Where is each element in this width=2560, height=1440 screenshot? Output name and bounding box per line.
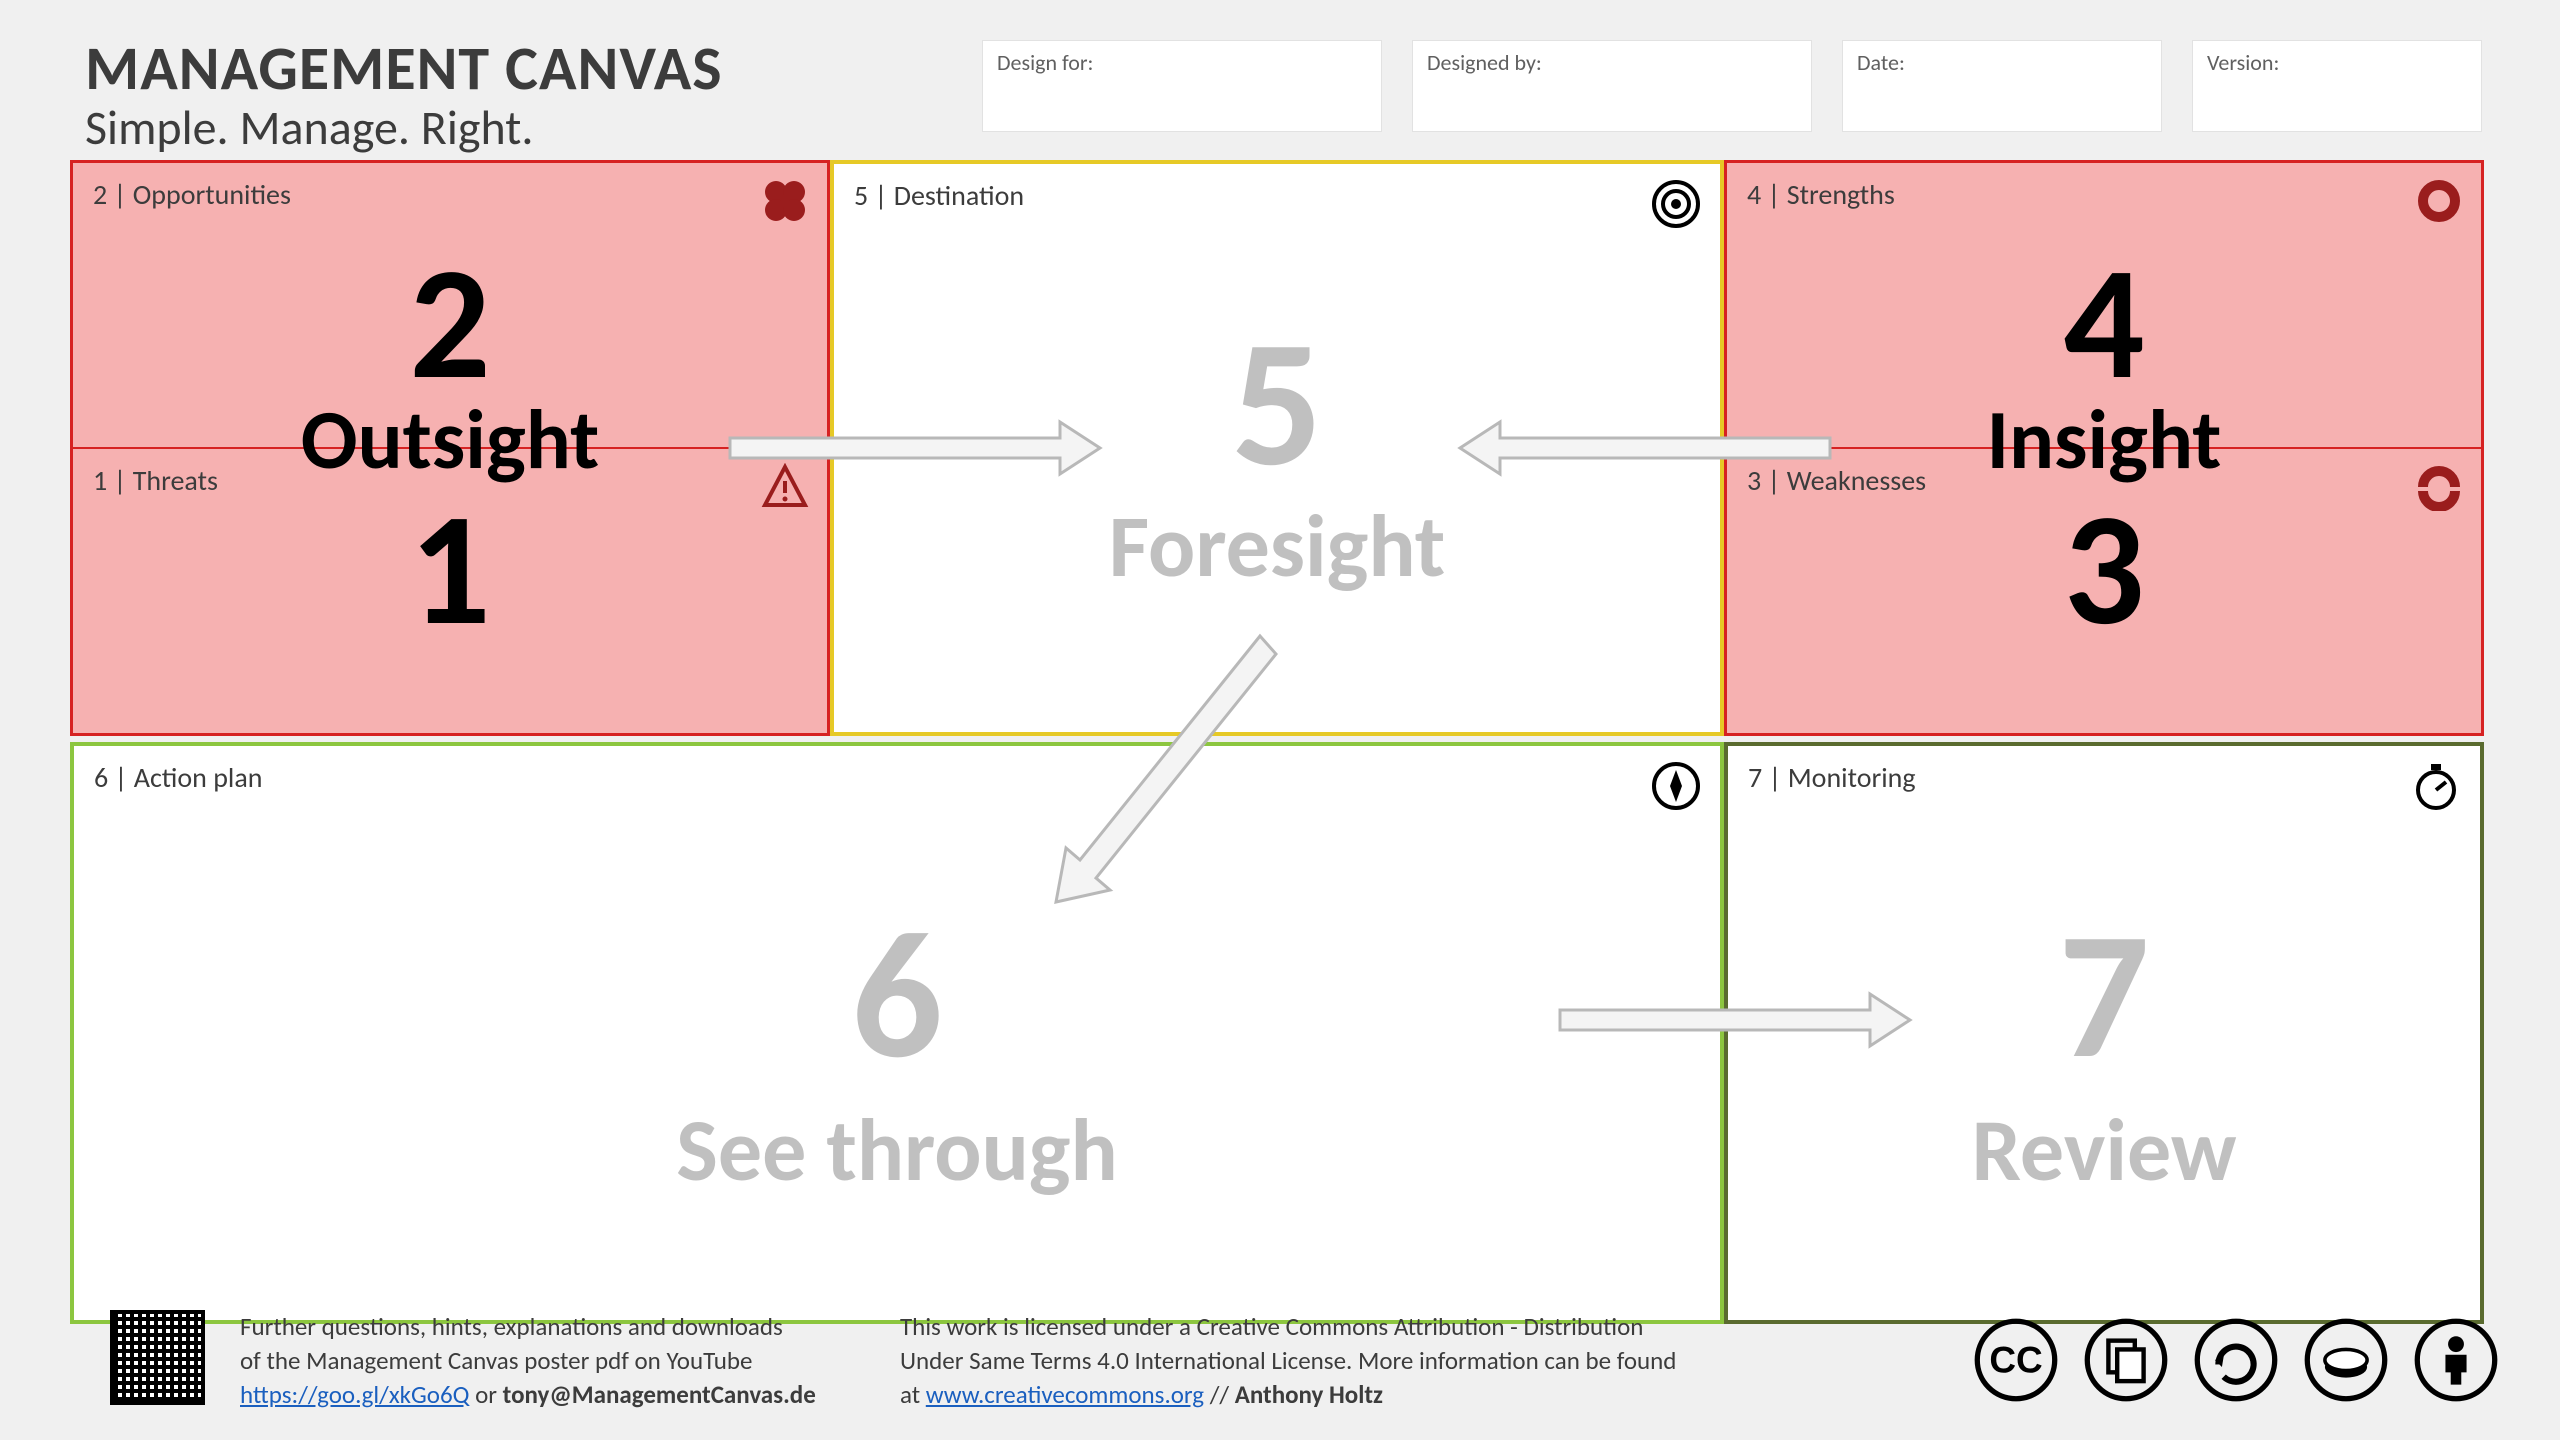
footer-text-1a: Further questions, hints, explanations a…	[240, 1310, 860, 1344]
word-review: Review	[1728, 1106, 2480, 1194]
target-icon	[1650, 178, 1702, 235]
num-3: 3	[1727, 489, 2481, 649]
footer-col-1: Further questions, hints, explanations a…	[240, 1310, 860, 1411]
label-action-plan: 6 | Action plan	[94, 760, 262, 795]
num-4: 4	[1727, 243, 2481, 403]
management-canvas: 2 | Opportunities 2 1 | Threats 1 Outsig…	[70, 160, 2490, 1324]
num-7: 7	[1728, 906, 2480, 1086]
cell-destination: 5 | Destination 5 Foresight	[830, 160, 1724, 736]
num-5: 5	[834, 314, 1720, 494]
num-6: 6	[74, 906, 1720, 1086]
page-title: MANAGEMENT CANVAS	[85, 30, 723, 106]
footer-author: Anthony Holtz	[1235, 1379, 1383, 1410]
cc-icon: CC	[1972, 1316, 2060, 1404]
cc-sa-icon	[2192, 1316, 2280, 1404]
footer-text-1c: or	[469, 1379, 502, 1410]
meta-design-for[interactable]: Design for:	[982, 40, 1382, 132]
word-see-through: See through	[74, 1106, 1720, 1194]
cc-by-icon	[2412, 1316, 2500, 1404]
label-opportunities: 2 | Opportunities	[93, 177, 291, 212]
cc-copy-icon	[2082, 1316, 2170, 1404]
cc-nc-icon	[2302, 1316, 2390, 1404]
footer-text-1b: of the Management Canvas poster pdf on Y…	[240, 1344, 860, 1378]
footer-text-2a: This work is licensed under a Creative C…	[900, 1310, 1720, 1344]
meta-version[interactable]: Version:	[2192, 40, 2482, 132]
stopwatch-icon	[2410, 760, 2462, 817]
footer-col-2: This work is licensed under a Creative C…	[900, 1310, 1720, 1411]
word-outsight: Outsight	[70, 398, 830, 482]
label-destination: 5 | Destination	[854, 178, 1024, 213]
ring-icon	[2415, 177, 2463, 230]
cell-monitoring: 7 | Monitoring 7 Review	[1724, 742, 2484, 1324]
cell-action-plan: 6 | Action plan 6 See through	[70, 742, 1724, 1324]
qr-code	[110, 1310, 205, 1405]
footer-text-2b: Under Same Terms 4.0 International Licen…	[900, 1344, 1720, 1378]
footer-text-2d: //	[1204, 1379, 1235, 1410]
cc-license-icons: CC	[1972, 1316, 2500, 1404]
svg-text:CC: CC	[1989, 1339, 2042, 1380]
clover-icon	[761, 177, 809, 230]
page-subtitle: Simple. Manage. Right.	[85, 98, 533, 157]
meta-designed-by[interactable]: Designed by:	[1412, 40, 1812, 132]
label-monitoring: 7 | Monitoring	[1748, 760, 1916, 795]
num-2: 2	[73, 243, 827, 403]
footer: Further questions, hints, explanations a…	[110, 1310, 2500, 1410]
word-foresight: Foresight	[834, 502, 1720, 590]
num-1: 1	[73, 489, 827, 649]
compass-icon	[1650, 760, 1702, 817]
word-insight: Insight	[1724, 398, 2484, 482]
cell-threats: 1 | Threats 1	[70, 448, 830, 736]
footer-link-youtube[interactable]: https://goo.gl/xkGo6Q	[240, 1379, 469, 1410]
footer-text-2c: at	[900, 1379, 926, 1410]
label-strengths: 4 | Strengths	[1747, 177, 1895, 212]
cell-weaknesses: 3 | Weaknesses 3	[1724, 448, 2484, 736]
meta-date[interactable]: Date:	[1842, 40, 2162, 132]
footer-link-cc[interactable]: www.creativecommons.org	[926, 1379, 1204, 1410]
footer-email[interactable]: tony@ManagementCanvas.de	[503, 1379, 816, 1410]
